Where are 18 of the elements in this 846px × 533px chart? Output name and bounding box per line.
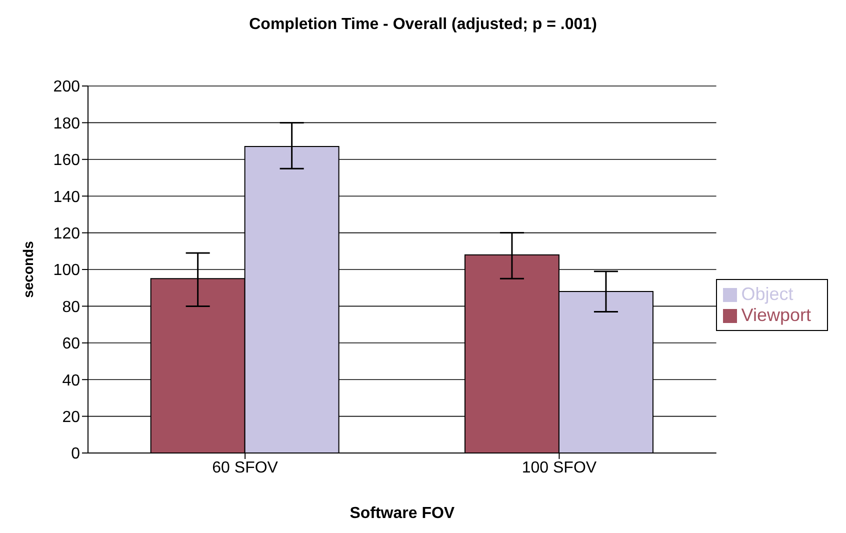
legend-label: Viewport bbox=[741, 304, 811, 324]
y-tick-label: 20 bbox=[62, 408, 80, 426]
y-tick-label: 40 bbox=[62, 372, 80, 390]
y-axis-title: seconds bbox=[20, 240, 36, 298]
x-axis-title: Software FOV bbox=[350, 505, 455, 522]
y-tick-label: 200 bbox=[53, 78, 80, 96]
y-tick-label: 0 bbox=[71, 446, 80, 463]
x-tick-label: 60 SFOV bbox=[212, 459, 278, 476]
legend-label: Object bbox=[741, 284, 794, 304]
y-tick-label: 80 bbox=[62, 298, 80, 316]
y-tick-label: 60 bbox=[62, 336, 80, 353]
chart-title: Completion Time - Overall (adjusted; p = .001) bbox=[248, 15, 598, 35]
y-tick-label: 100 bbox=[53, 262, 80, 280]
y-tick-label: 120 bbox=[53, 225, 80, 242]
x-tick-label: 100 SFOV bbox=[522, 459, 597, 476]
y-tick-label: 160 bbox=[53, 152, 80, 170]
y-tick-label: 140 bbox=[53, 188, 80, 206]
y-tick-label: 180 bbox=[53, 115, 80, 132]
